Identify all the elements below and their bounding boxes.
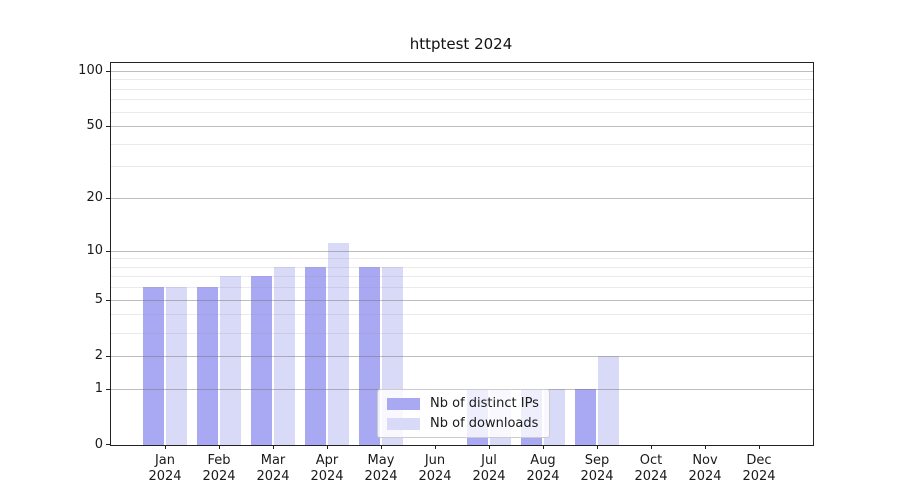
x-tick-label: Jun 2024 xyxy=(418,453,452,484)
x-tick-label: Mar 2024 xyxy=(256,453,290,484)
x-tick-label: Dec 2024 xyxy=(742,453,776,484)
gridline-minor xyxy=(111,276,813,277)
y-tick xyxy=(106,356,110,357)
x-tick-label: Apr 2024 xyxy=(310,453,344,484)
y-tick xyxy=(106,444,110,445)
x-tick-label: Aug 2024 xyxy=(526,453,560,484)
gridline-minor xyxy=(111,79,813,80)
y-tick-label: 2 xyxy=(94,347,103,363)
y-tick-label: 50 xyxy=(86,118,103,134)
legend-item-downloads: Nb of downloads xyxy=(387,416,539,431)
x-tick xyxy=(165,445,166,449)
x-tick xyxy=(705,445,706,449)
x-tick-label: Sep 2024 xyxy=(580,453,614,484)
y-tick-label: 5 xyxy=(94,291,103,307)
bar-distinct-ips xyxy=(305,266,326,445)
x-tick-label: Oct 2024 xyxy=(634,453,668,484)
y-tick-label: 0 xyxy=(94,437,103,452)
x-tick xyxy=(327,445,328,449)
y-tick xyxy=(106,198,110,199)
x-tick xyxy=(651,445,652,449)
x-tick-label: Jan 2024 xyxy=(148,453,182,484)
legend-swatch-distinct-ips xyxy=(387,397,420,410)
gridline-minor xyxy=(111,144,813,145)
bar-downloads xyxy=(328,243,349,445)
x-tick-label: Nov 2024 xyxy=(688,453,722,484)
x-tick xyxy=(543,445,544,449)
bar-downloads xyxy=(274,266,295,445)
gridline-major xyxy=(111,71,813,72)
x-tick-label: Jul 2024 xyxy=(472,453,506,484)
legend-swatch-downloads xyxy=(387,417,420,430)
x-tick-label: Feb 2024 xyxy=(202,453,236,484)
y-tick xyxy=(106,251,110,252)
gridline-minor xyxy=(111,314,813,315)
gridline-minor xyxy=(111,89,813,90)
bar-distinct-ips xyxy=(359,266,380,445)
x-tick xyxy=(597,445,598,449)
y-tick xyxy=(106,71,110,72)
y-tick xyxy=(106,389,110,390)
x-tick xyxy=(381,445,382,449)
plot-area: Nb of distinct IPs Nb of downloads 0 1 2 5 1… xyxy=(78,62,814,484)
bar-distinct-ips xyxy=(251,276,272,445)
gridline-minor xyxy=(111,258,813,259)
gridline-minor xyxy=(111,99,813,100)
y-tick-label: 100 xyxy=(78,62,103,78)
bar-distinct-ips xyxy=(575,388,596,445)
y-tick xyxy=(106,126,110,127)
gridline-minor xyxy=(111,267,813,268)
gridline-minor xyxy=(111,287,813,288)
bar-downloads xyxy=(166,287,187,445)
y-tick-label: 20 xyxy=(86,190,103,206)
gridline-minor xyxy=(111,166,813,167)
chart-title: httptest 2024 xyxy=(409,35,513,53)
gridline-major xyxy=(111,356,813,357)
bar-downloads xyxy=(598,355,619,445)
gridline-major xyxy=(111,251,813,252)
y-tick xyxy=(106,300,110,301)
gridline-minor xyxy=(111,333,813,334)
bar-downloads xyxy=(220,276,241,445)
gridline-major xyxy=(111,198,813,199)
gridline-minor xyxy=(111,112,813,113)
gridline-major xyxy=(111,300,813,301)
x-tick xyxy=(435,445,436,449)
gridline-major xyxy=(111,126,813,127)
x-tick xyxy=(489,445,490,449)
x-tick-label: May 2024 xyxy=(364,453,398,484)
legend-item-distinct-ips: Nb of distinct IPs xyxy=(387,396,539,411)
bar-distinct-ips xyxy=(197,287,218,445)
y-tick-label: 1 xyxy=(94,380,103,396)
x-tick xyxy=(273,445,274,449)
legend-label-distinct-ips: Nb of distinct IPs xyxy=(430,396,539,411)
bar-distinct-ips xyxy=(143,287,164,445)
legend-label-downloads: Nb of downloads xyxy=(430,416,539,431)
x-tick xyxy=(759,445,760,449)
x-tick xyxy=(219,445,220,449)
y-tick-label: 10 xyxy=(86,242,103,258)
legend: Nb of distinct IPs Nb of downloads xyxy=(377,389,550,438)
